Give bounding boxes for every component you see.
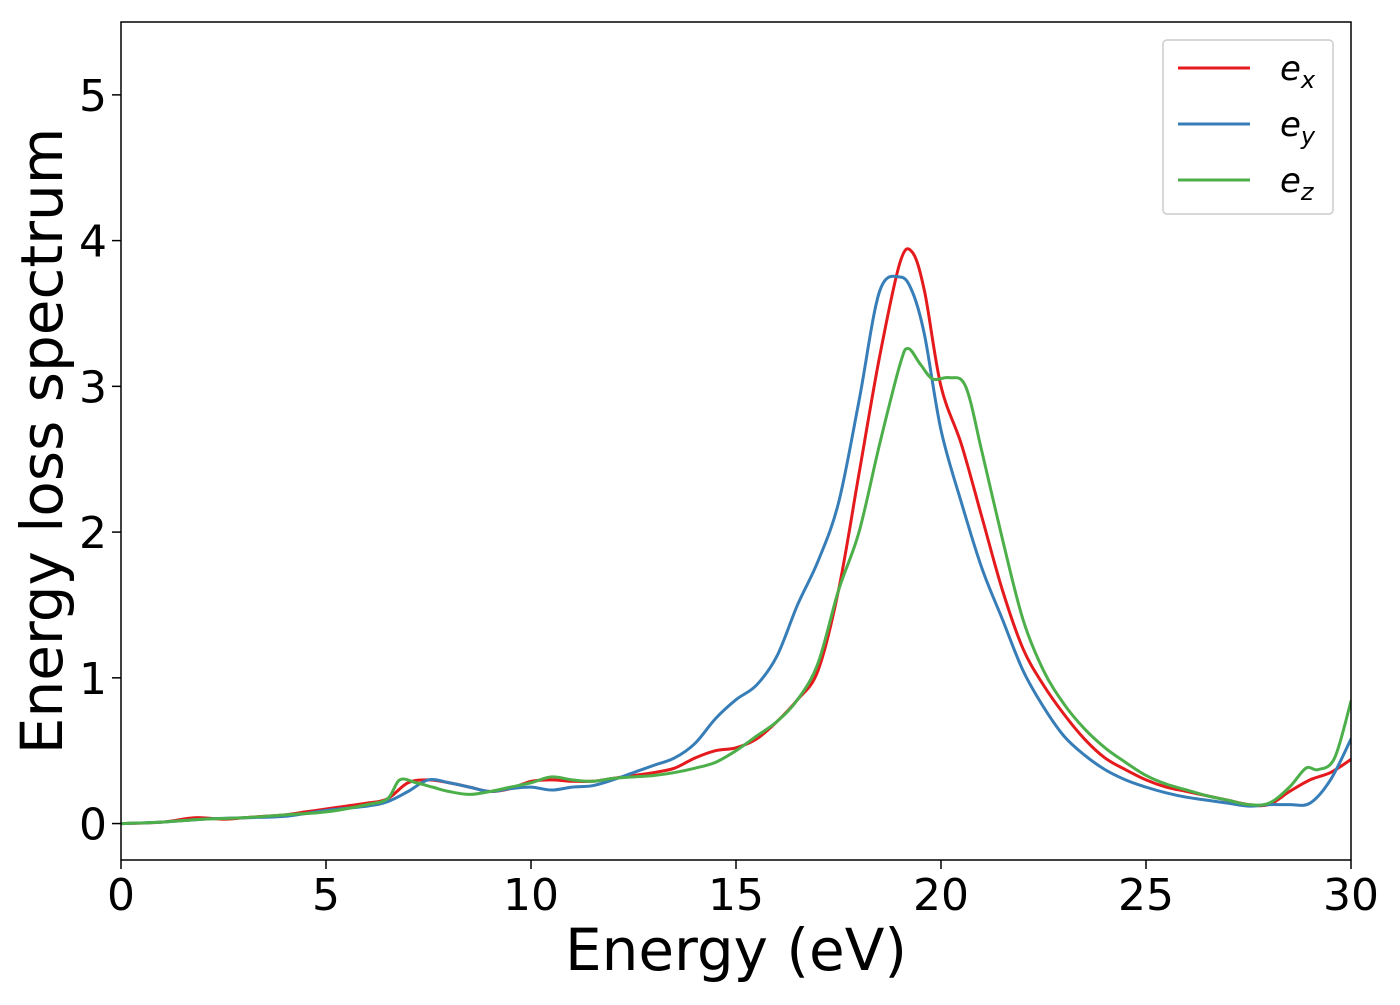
legend-box [1162,39,1334,215]
legend-label-y: ey [1280,105,1316,150]
x-tick-label: 25 [1118,870,1174,921]
series-line-x [121,247,1351,826]
x-tick-label: 15 [708,870,764,921]
y-tick-label: 5 [79,71,107,122]
series-line-y [121,274,1351,826]
x-tick-label: 30 [1323,870,1379,921]
y-tick-label: 2 [79,508,107,559]
x-tick-label: 20 [913,870,969,921]
x-axis-label: Energy (eV) [565,916,907,984]
y-tick-label: 1 [79,654,107,705]
legend-label-x: ex [1280,49,1316,94]
legend-label-z: ez [1280,161,1315,206]
y-tick-label: 4 [79,217,107,268]
legend: ex ey ez [1162,39,1334,215]
x-tick-label: 10 [503,870,559,921]
y-tick-label: 3 [79,362,107,413]
x-tick-label: 0 [107,870,135,921]
series-line-z [121,346,1351,826]
series-layer [121,247,1351,826]
y-tick-label: 0 [79,800,107,851]
y-axis-label: Energy loss spectrum [8,128,76,754]
ticks-layer: 0 5 10 15 20 25 30 0 1 2 3 4 5 [79,71,1379,921]
x-tick-label: 5 [312,870,340,921]
